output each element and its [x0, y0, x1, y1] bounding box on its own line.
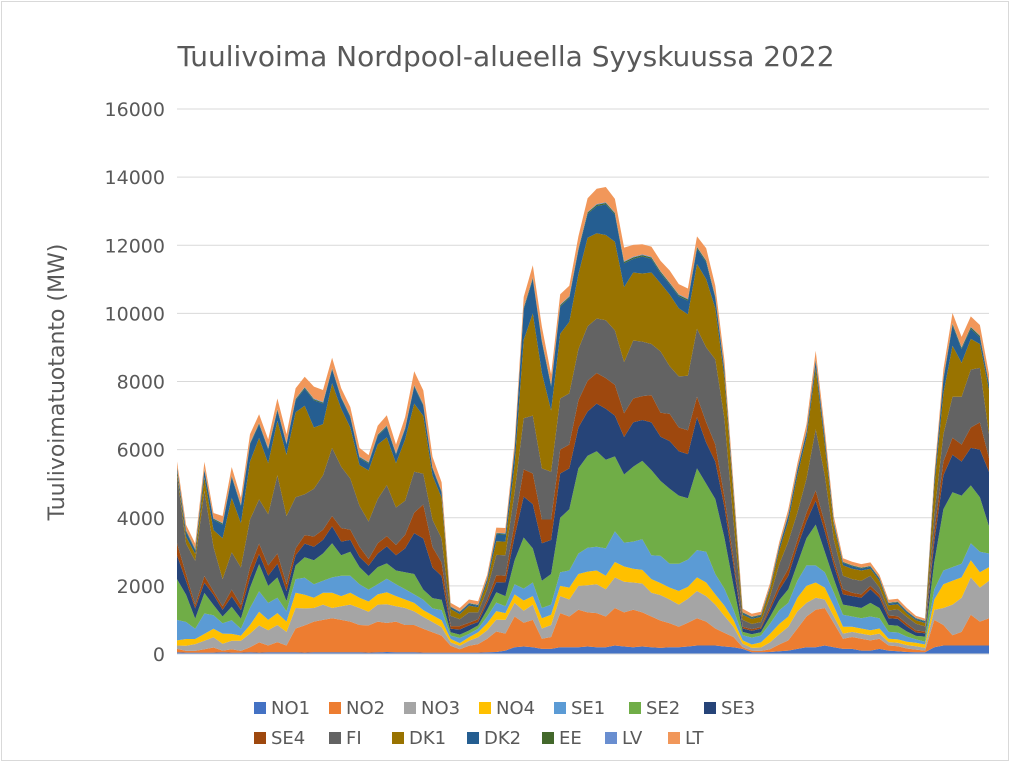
legend-item-no4: NO4: [479, 698, 535, 719]
legend-label: SE4: [271, 728, 305, 749]
legend-swatch: [479, 702, 491, 714]
legend-swatch: [542, 732, 554, 744]
series-area-no1: [177, 645, 989, 654]
legend-label: LT: [685, 728, 705, 749]
y-tick-label: 0: [153, 644, 165, 666]
legend-item-no2: NO2: [329, 698, 385, 719]
legend-label: LV: [622, 728, 643, 749]
y-tick-label: 16000: [105, 99, 165, 121]
legend-label: DK2: [484, 728, 521, 749]
legend-label: SE1: [571, 698, 605, 719]
legend-item-se3: SE3: [704, 698, 755, 719]
legend-item-se1: SE1: [554, 698, 605, 719]
legend-label: NO1: [271, 698, 310, 719]
series-area-se1: [177, 531, 989, 645]
legend-swatch: [629, 702, 641, 714]
legend-swatch: [254, 702, 266, 714]
legend-item-fi: FI: [329, 728, 362, 749]
legend-label: FI: [346, 728, 362, 749]
legend-item-lv: LV: [605, 728, 643, 749]
legend-item-no3: NO3: [404, 698, 460, 719]
y-tick-label: 14000: [105, 167, 165, 189]
legend-swatch: [329, 732, 341, 744]
y-tick-label: 8000: [117, 372, 165, 394]
y-axis-title: Tuulivoimatuotanto (MW): [45, 244, 70, 522]
legend-swatch: [668, 732, 680, 744]
series-area-no4: [177, 560, 989, 648]
legend-label: SE3: [721, 698, 755, 719]
y-tick-label: 10000: [105, 303, 165, 325]
y-tick-label: 4000: [117, 508, 165, 530]
legend-item-se2: SE2: [629, 698, 680, 719]
y-tick-label: 6000: [117, 440, 165, 462]
legend-item-lt: LT: [668, 728, 705, 749]
legend-swatch: [467, 732, 479, 744]
legend-swatch: [554, 702, 566, 714]
series-area-no2: [177, 608, 989, 653]
legend-swatch: [329, 702, 341, 714]
plot-area: [177, 187, 989, 654]
legend-item-dk2: DK2: [467, 728, 521, 749]
series-area-se3: [177, 403, 989, 637]
legend-label: DK1: [409, 728, 446, 749]
legend-swatch: [404, 702, 416, 714]
legend: NO1 NO2 NO3 NO4 SE1 SE2 SE3 SE4 FI DK1 DK2 EE LV LT: [254, 698, 755, 749]
chart-title: Tuulivoima Nordpool-alueella Syyskuussa …: [176, 40, 834, 73]
y-tick-label: 2000: [117, 576, 165, 598]
y-tick-label: 12000: [105, 235, 165, 257]
legend-label: NO2: [346, 698, 385, 719]
series-area-fi: [177, 318, 989, 632]
legend-swatch: [704, 702, 716, 714]
legend-swatch: [392, 732, 404, 744]
legend-item-dk1: DK1: [392, 728, 446, 749]
legend-label: EE: [559, 728, 582, 749]
legend-item-se4: SE4: [254, 728, 305, 749]
legend-label: NO3: [421, 698, 460, 719]
legend-item-no1: NO1: [254, 698, 310, 719]
legend-item-ee: EE: [542, 728, 582, 749]
legend-label: NO4: [496, 698, 535, 719]
legend-label: SE2: [646, 698, 680, 719]
legend-swatch: [254, 732, 266, 744]
series-area-no3: [177, 577, 989, 651]
series-area-se2: [177, 451, 989, 642]
legend-swatch: [605, 732, 617, 744]
y-axis-ticks: 0 2000 4000 6000 8000 10000 12000 14000 16000: [105, 99, 165, 666]
series-area-dk1: [177, 233, 989, 627]
